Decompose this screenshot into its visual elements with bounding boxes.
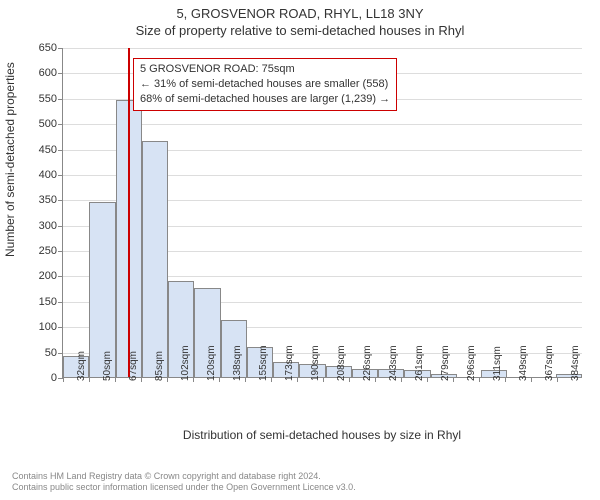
x-tick-label: 311sqm	[492, 346, 503, 381]
y-tick-label: 550	[39, 93, 63, 105]
x-tick-mark	[375, 377, 376, 382]
footer-attribution: Contains HM Land Registry data © Crown c…	[12, 471, 356, 494]
x-tick-label: 85sqm	[154, 351, 165, 381]
histogram-bar	[142, 141, 168, 377]
x-tick-mark	[479, 377, 480, 382]
annotation-line-1: 5 GROSVENOR ROAD: 75sqm	[140, 62, 390, 77]
plot-area: 5 GROSVENOR ROAD: 75sqm ← 31% of semi-de…	[62, 48, 582, 378]
x-tick-label: 120sqm	[206, 345, 217, 381]
x-tick-label: 32sqm	[76, 351, 87, 381]
x-tick-mark	[89, 377, 90, 382]
y-tick-label: 300	[39, 220, 63, 232]
footer-line-2: Contains public sector information licen…	[12, 482, 356, 494]
chart-title-sub: Size of property relative to semi-detach…	[0, 23, 600, 40]
x-tick-label: 261sqm	[414, 345, 425, 381]
y-tick-label: 50	[45, 347, 63, 359]
x-tick-mark	[141, 377, 142, 382]
annotation-box: 5 GROSVENOR ROAD: 75sqm ← 31% of semi-de…	[133, 58, 397, 111]
x-tick-mark	[297, 377, 298, 382]
x-tick-mark	[505, 377, 506, 382]
x-tick-mark	[193, 377, 194, 382]
y-tick-label: 200	[39, 270, 63, 282]
x-axis-label: Distribution of semi-detached houses by …	[62, 428, 582, 442]
x-tick-label: 279sqm	[440, 345, 451, 381]
x-tick-mark	[323, 377, 324, 382]
x-tick-label: 102sqm	[180, 345, 191, 381]
y-tick-label: 400	[39, 169, 63, 181]
x-tick-label: 243sqm	[388, 345, 399, 381]
chart-title-block: 5, GROSVENOR ROAD, RHYL, LL18 3NY Size o…	[0, 0, 600, 42]
y-tick-label: 350	[39, 194, 63, 206]
x-tick-label: 190sqm	[310, 345, 321, 381]
chart-title-main: 5, GROSVENOR ROAD, RHYL, LL18 3NY	[0, 6, 600, 23]
y-tick-label: 250	[39, 245, 63, 257]
x-tick-mark	[245, 377, 246, 382]
x-tick-label: 367sqm	[544, 345, 555, 381]
footer-line-1: Contains HM Land Registry data © Crown c…	[12, 471, 356, 483]
y-tick-label: 150	[39, 296, 63, 308]
x-tick-mark	[115, 377, 116, 382]
chart-container: Number of semi-detached properties 5 GRO…	[0, 42, 600, 452]
y-tick-label: 0	[51, 372, 63, 384]
x-tick-mark	[63, 377, 64, 382]
y-tick-label: 650	[39, 42, 63, 54]
x-tick-mark	[453, 377, 454, 382]
x-tick-label: 173sqm	[284, 345, 295, 381]
x-tick-label: 226sqm	[362, 345, 373, 381]
x-tick-label: 349sqm	[518, 345, 529, 381]
x-tick-label: 138sqm	[232, 345, 243, 381]
x-tick-mark	[427, 377, 428, 382]
x-tick-mark	[271, 377, 272, 382]
x-tick-label: 50sqm	[102, 351, 113, 381]
y-tick-label: 450	[39, 144, 63, 156]
annotation-line-3: 68% of semi-detached houses are larger (…	[140, 92, 390, 107]
property-marker-line	[128, 48, 130, 377]
y-tick-label: 500	[39, 118, 63, 130]
x-tick-label: 296sqm	[466, 345, 477, 381]
x-tick-mark	[401, 377, 402, 382]
x-tick-mark	[531, 377, 532, 382]
y-tick-label: 600	[39, 67, 63, 79]
x-tick-mark	[219, 377, 220, 382]
x-tick-mark	[557, 377, 558, 382]
x-tick-label: 208sqm	[336, 345, 347, 381]
y-tick-label: 100	[39, 321, 63, 333]
x-tick-mark	[167, 377, 168, 382]
annotation-line-2: ← 31% of semi-detached houses are smalle…	[140, 77, 390, 92]
y-axis-label: Number of semi-detached properties	[3, 237, 17, 257]
x-tick-mark	[349, 377, 350, 382]
x-tick-label: 155sqm	[258, 345, 269, 381]
x-tick-label: 384sqm	[570, 345, 581, 381]
